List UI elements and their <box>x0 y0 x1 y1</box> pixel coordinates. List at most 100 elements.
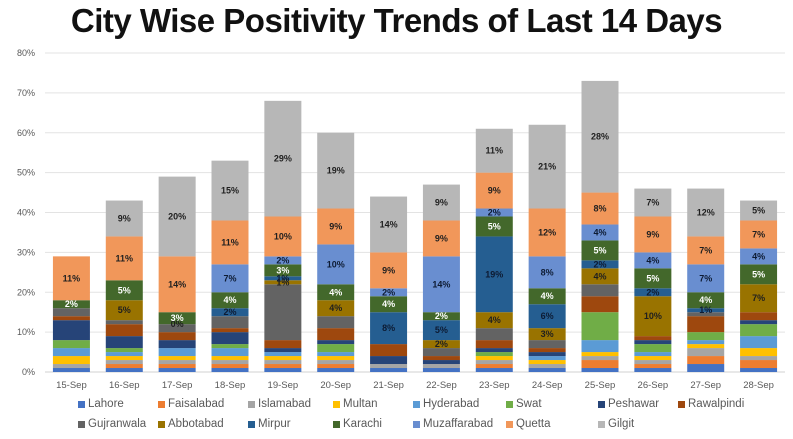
legend-item-faisalabad: Faisalabad <box>158 398 224 410</box>
bar-segment-lahore <box>52 368 90 372</box>
legend-swatch <box>413 400 420 408</box>
data-label: 11% <box>221 237 239 247</box>
bar-segment-quetta <box>528 208 566 257</box>
x-tick-label: 25-Sep <box>585 380 616 391</box>
bar-segment-swat <box>740 324 778 337</box>
data-label: 12% <box>538 227 556 237</box>
bar-segment-karachi <box>422 312 460 321</box>
bar-segment-mirpur <box>370 312 408 345</box>
bar-segment-swat <box>52 340 90 349</box>
data-label: 2% <box>382 287 395 297</box>
bar-segment-multan <box>211 356 249 361</box>
legend-swatch <box>598 420 605 428</box>
bar-segment-islamabad <box>370 364 408 369</box>
bar-segment-gilgit <box>687 188 725 237</box>
bar-segment-gujranwala <box>475 328 513 341</box>
bar-segment-lahore <box>422 368 460 372</box>
legend-item-karachi: Karachi <box>333 418 382 430</box>
bar-segment-islamabad <box>264 360 302 365</box>
bar-segment-islamabad <box>105 360 143 365</box>
data-label: 9% <box>435 233 448 243</box>
data-label: 2% <box>276 255 289 265</box>
bar-segment-multan <box>581 352 619 357</box>
x-axis-ticks: 15-Sep 16-Sep 17-Sep 18-Sep 19-Sep 20-Sep 21-S… <box>56 380 774 391</box>
bar-segment-karachi <box>740 264 778 285</box>
bar-segment-islamabad <box>634 360 672 365</box>
bar-segment-quetta <box>740 220 778 249</box>
bar-segment-mirpur <box>581 260 619 269</box>
bar-segment-rawalpindi <box>422 356 460 361</box>
bar-segment-peshawar <box>52 320 90 341</box>
legend-item-peshawar: Peshawar <box>598 398 659 410</box>
bar-segment-rawalpindi <box>317 328 355 341</box>
legend-swatch <box>78 420 85 428</box>
bar-segment-muzaffarabad <box>740 248 778 265</box>
bar-segment-gilgit <box>581 80 619 193</box>
x-tick-label: 22-Sep <box>426 380 457 391</box>
bar-segment-gujranwala <box>52 308 90 317</box>
legend-label: Peshawar <box>608 398 660 410</box>
bar-segment-muzaffarabad <box>687 264 725 293</box>
data-label: 14% <box>432 279 450 289</box>
legend-item-lahore: Lahore <box>78 398 124 410</box>
bar-segment-multan <box>687 344 725 349</box>
data-label: 1% <box>276 273 289 283</box>
legend-item-gilgit: Gilgit <box>598 418 634 430</box>
data-label: 2% <box>223 307 236 317</box>
legend-swatch <box>506 400 513 408</box>
data-label: 4% <box>593 227 606 237</box>
bar-segment-muzaffarabad <box>634 252 672 269</box>
bar-segment-gilgit <box>211 160 249 221</box>
bar-segment-karachi <box>105 280 143 301</box>
y-tick-label: 40% <box>17 208 35 218</box>
bar-segment-mirpur <box>211 308 249 317</box>
x-tick-label: 23-Sep <box>479 380 510 391</box>
legend-label: Lahore <box>88 398 124 410</box>
legend-item-mirpur: Mirpur <box>248 418 291 430</box>
bars <box>52 80 778 372</box>
data-label: 5% <box>435 325 448 335</box>
bar-segment-quetta <box>634 216 672 253</box>
legend-label: Swat <box>516 398 542 410</box>
bar-segment-quetta <box>422 220 460 257</box>
bar-segment-abbotabad <box>105 300 143 321</box>
data-label: 2% <box>435 311 448 321</box>
x-tick-label: 20-Sep <box>320 380 351 391</box>
bar-segment-multan <box>264 356 302 361</box>
bar-segment-swat <box>581 312 619 341</box>
bar-segment-abbotabad <box>475 312 513 329</box>
bar-segment-swat <box>211 344 249 349</box>
data-label: 7% <box>223 273 236 283</box>
bar-segment-islamabad <box>581 356 619 361</box>
bar-segment-lahore <box>158 368 196 372</box>
bar-segment-karachi <box>528 288 566 305</box>
bar-segment-islamabad <box>687 348 725 357</box>
data-label: 2% <box>593 259 606 269</box>
y-tick-label: 10% <box>17 327 35 337</box>
legend-label: Gujranwala <box>88 418 147 430</box>
bar-segment-swat <box>475 352 513 357</box>
data-label: 5% <box>752 206 765 216</box>
bar-segment-abbotabad <box>264 280 302 285</box>
bar-segment-quetta <box>105 236 143 281</box>
legend-swatch <box>333 420 340 428</box>
bar-segment-quetta <box>211 220 249 265</box>
bar-segment-rawalpindi <box>52 316 90 321</box>
bar-segment-lahore <box>528 368 566 372</box>
bar-segment-peshawar <box>475 348 513 353</box>
legend-label: Gilgit <box>608 418 635 430</box>
data-label: 5% <box>118 285 131 295</box>
data-label: 7% <box>699 245 712 255</box>
bar-segment-hyderabad <box>634 352 672 357</box>
bar-segment-muzaffarabad <box>211 264 249 293</box>
data-label: 5% <box>593 245 606 255</box>
data-label: 7% <box>699 273 712 283</box>
bar-segment-rawalpindi <box>475 340 513 349</box>
bar-segment-faisalabad <box>475 364 513 369</box>
legend-label: Quetta <box>516 418 551 430</box>
x-tick-label: 28-Sep <box>743 380 774 391</box>
data-label: 2% <box>488 208 501 218</box>
bar-segment-islamabad <box>740 356 778 361</box>
data-label: 4% <box>593 271 606 281</box>
bar-segment-muzaffarabad <box>317 244 355 285</box>
